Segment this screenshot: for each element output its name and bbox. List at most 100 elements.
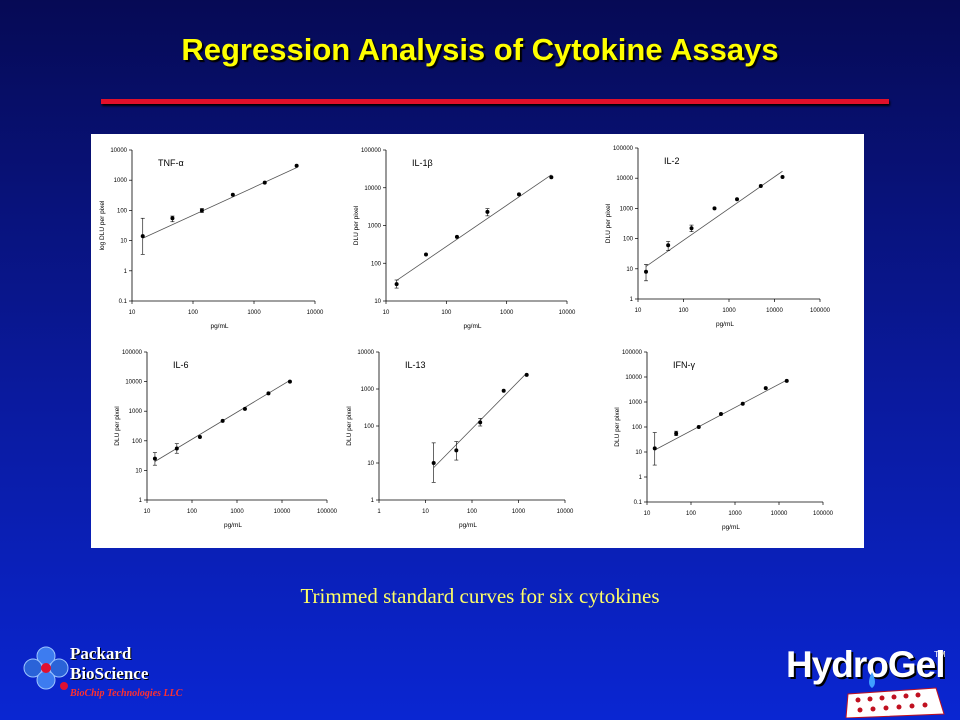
data-point [266,391,271,396]
data-point [696,425,701,429]
x-tick-label: 10 [129,310,136,316]
data-point [516,192,521,197]
data-point [174,446,179,451]
y-tick-label: 100 [632,425,643,431]
data-point [394,282,399,287]
data-point [197,434,202,439]
data-point [294,163,299,168]
data-point [758,184,763,189]
y-tick-label: 100 [132,439,143,445]
y-axis-label: DLU per pixel [346,406,353,446]
y-tick-label: 10 [626,267,633,273]
data-point [454,448,459,453]
data-point [644,269,649,274]
data-point [689,226,694,231]
chart-4: 10 100 1000 10000 10000011010010001000010000… [114,350,338,529]
data-point [485,209,490,214]
x-tick-label: 10 [635,308,642,314]
data-point [140,234,145,239]
data-point [524,372,529,377]
data-point [199,208,204,213]
chart-6: 10 100 1000 10000 100000 0.1 1 10 100 1000 10000 10… [614,350,834,531]
x-tick-label: 100000 [317,509,338,515]
data-point [718,412,723,417]
slide-caption: Trimmed standard curves for six cytokine… [300,584,660,608]
x-tick-label: 1000 [500,310,514,316]
data-point [287,379,292,384]
y-tick-label: 1000 [368,224,382,230]
y-tick-label: 10000 [110,148,127,154]
x-axis-label: pg/mL [210,323,228,330]
data-point [220,418,225,423]
x-tick-label: 10 [383,310,390,316]
data-point [735,197,740,202]
y-tick-label: 1000 [629,400,643,406]
x-tick-label: 10000 [771,511,788,517]
y-tick-label: 10 [120,239,127,245]
x-tick-label: 10 [422,509,429,515]
y-tick-label: 10 [374,299,381,305]
x-tick-label: 100 [441,310,452,316]
x-tick-label: 100 [188,310,199,316]
y-axis-label: DLU per pixel [614,407,621,447]
y-tick-label: 100 [623,237,634,243]
data-point [740,401,745,406]
y-tick-label: 10000 [357,350,374,356]
hydrogel-logo-text: HydroGel [786,644,946,685]
regression-line [396,174,552,281]
data-point [763,386,768,391]
y-tick-label: 1 [139,498,143,504]
x-tick-label: 1000 [722,308,736,314]
y-tick-label: 10000 [616,176,633,182]
x-tick-label: 100 [678,308,689,314]
data-point [423,252,428,257]
title-underline [101,99,889,104]
chart-title: IFN-γ [673,360,695,370]
chart-title: IL-2 [664,156,680,166]
x-tick-label: 100000 [813,511,834,517]
y-tick-label: 1 [124,269,128,275]
data-point [780,174,785,179]
y-tick-label: 0.1 [634,500,643,506]
y-tick-label: 1000 [361,387,375,393]
y-tick-label: 100 [364,424,375,430]
x-tick-label: 10 [644,511,651,517]
x-tick-label: 1000 [230,509,244,515]
y-tick-label: 10 [367,461,374,467]
x-axis-label: pg/mL [224,522,242,529]
data-point [652,446,657,451]
molecule-icon [23,646,69,690]
y-tick-label: 10000 [364,186,381,192]
y-axis-label: DLU per pixel [605,203,612,243]
y-tick-label: 10000 [625,375,642,381]
y-axis-label: DLU per pixel [353,205,360,245]
x-tick-label: 10000 [307,310,324,316]
data-point [784,378,789,383]
y-tick-label: 10 [135,468,142,474]
data-point [152,456,157,461]
regression-line [142,167,297,239]
x-tick-label: 10000 [559,310,576,316]
y-axis-label: log DLU per pixel [99,200,106,250]
y-tick-label: 10000 [125,380,142,386]
y-tick-label: 100000 [122,350,143,356]
hydrogel-logo: HydroGel TM [786,644,951,718]
data-point [242,406,247,411]
packard-bioscience-logo: Packard BioScience BioChip Technologies … [22,644,212,708]
data-point [431,461,436,465]
x-tick-label: 1000 [512,509,526,515]
x-tick-label: 100 [187,509,198,515]
trademark-mark: TM [934,650,946,659]
chart-3: 10 100 1000 10000 10000011010010001000010000… [605,146,831,328]
y-tick-label: 1 [371,498,375,504]
chart-1: 10 100 1000 10000 0.1 1 10 100 1000 10000 pg/mL log… [99,148,324,330]
charts-svg: 10 100 1000 100000.1110100100010000pg/mLlog… [99,146,834,531]
y-tick-label: 100 [371,261,382,267]
data-point [674,431,679,436]
chart-title: TNF-α [158,158,184,168]
data-point [501,388,506,393]
x-tick-label: 10000 [766,308,783,314]
x-tick-label: 10 [144,509,151,515]
chart-title: IL-1β [412,158,433,168]
data-point [549,175,554,180]
